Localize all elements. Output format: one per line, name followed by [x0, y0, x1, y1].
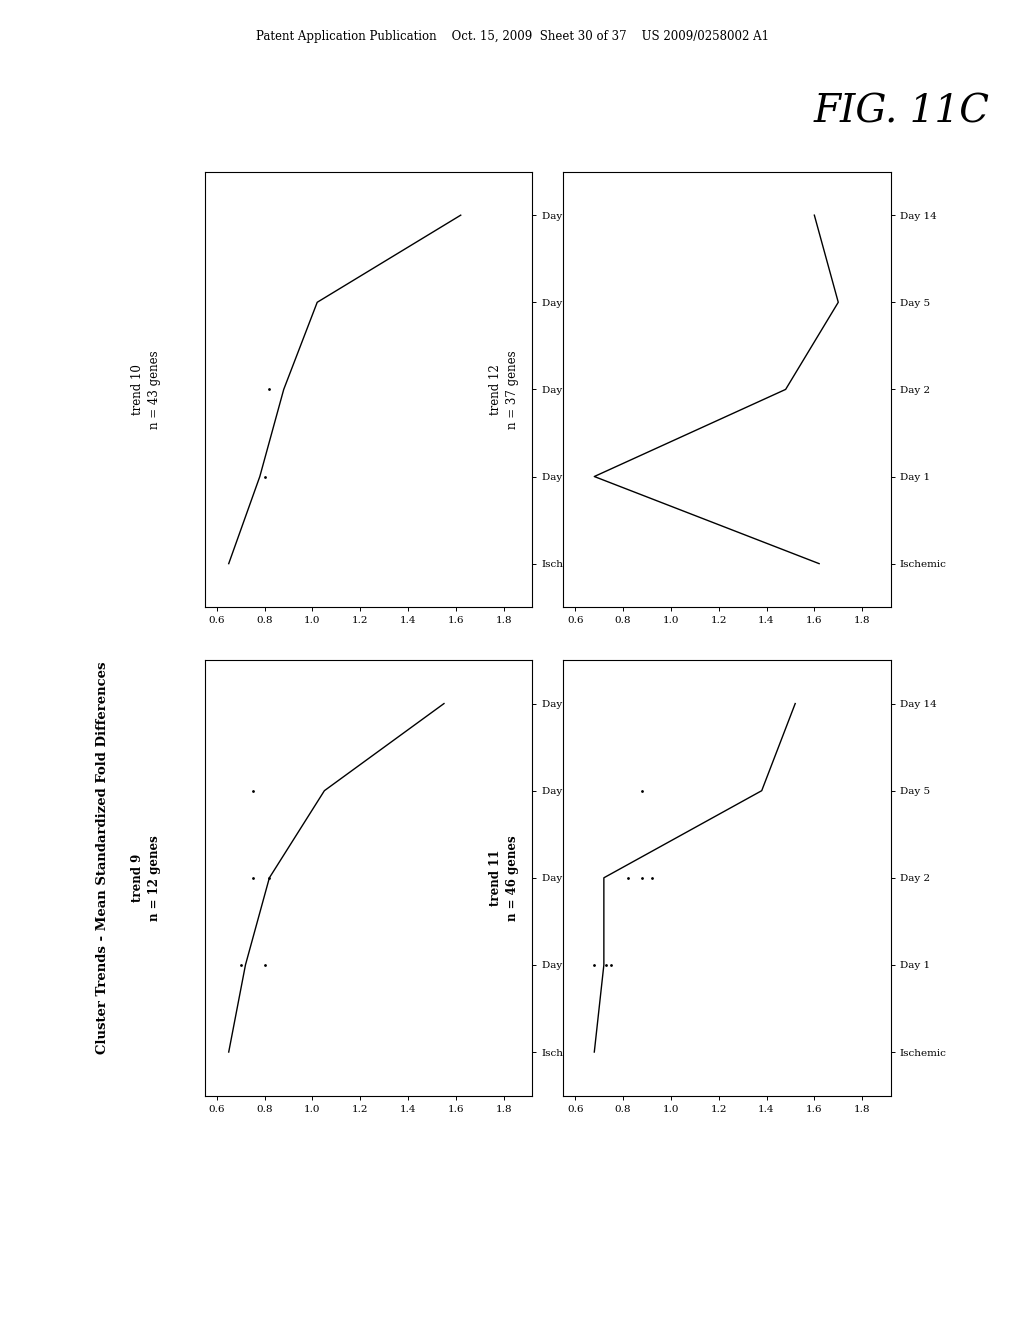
Text: FIG. 11C: FIG. 11C: [813, 94, 989, 131]
Text: trend 9
n = 12 genes: trend 9 n = 12 genes: [131, 836, 161, 920]
Text: trend 12
n = 37 genes: trend 12 n = 37 genes: [489, 350, 519, 429]
Text: Patent Application Publication    Oct. 15, 2009  Sheet 30 of 37    US 2009/02580: Patent Application Publication Oct. 15, …: [256, 30, 768, 44]
Text: trend 11
n = 46 genes: trend 11 n = 46 genes: [489, 836, 519, 920]
Text: trend 10
n = 43 genes: trend 10 n = 43 genes: [131, 350, 161, 429]
Text: Cluster Trends - Mean Standardized Fold Differences: Cluster Trends - Mean Standardized Fold …: [96, 661, 109, 1055]
